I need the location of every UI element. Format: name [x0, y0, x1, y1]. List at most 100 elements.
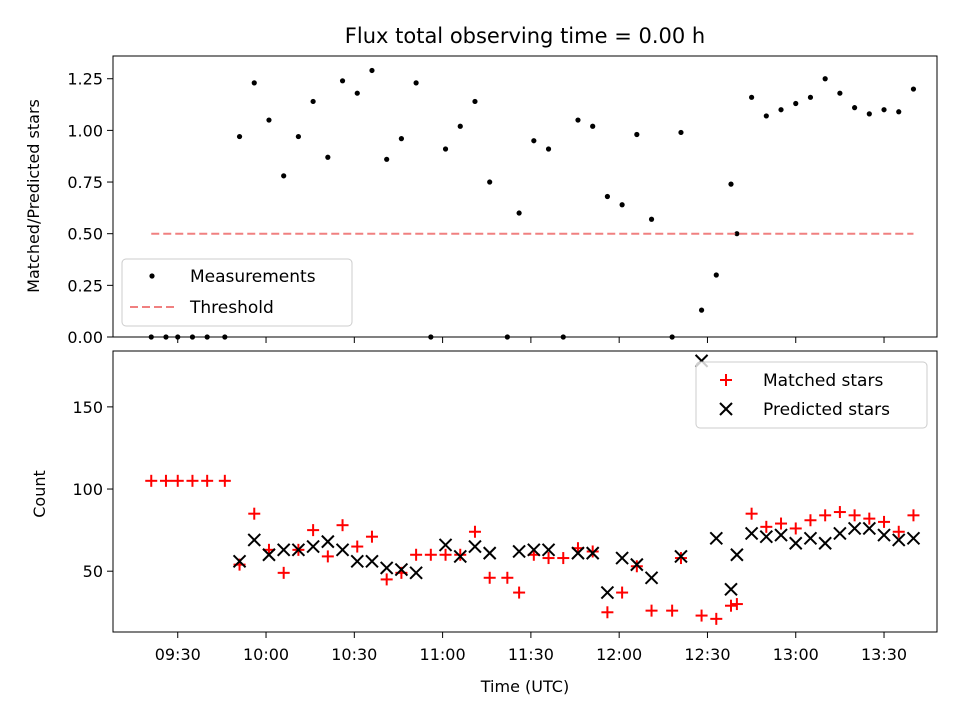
measurement-point: [281, 173, 287, 179]
legend-matched-label: Matched stars: [763, 371, 883, 391]
bottom-y-axis-label: Count: [30, 470, 49, 518]
top-legend: Measurements Threshold: [121, 258, 353, 327]
matched-star-point: [695, 609, 708, 622]
measurement-point: [822, 76, 828, 82]
predicted-star-point: [759, 529, 774, 544]
measurement-point: [472, 98, 478, 105]
predicted-star-point: [585, 546, 600, 560]
x-tick-label: 13:30: [861, 645, 907, 664]
matched-star-point: [789, 522, 802, 535]
measurement-point: [266, 117, 272, 123]
predicted-star-point: [232, 554, 247, 569]
measurement-point: [251, 80, 257, 86]
y-tick-label: 0.75: [67, 173, 103, 192]
matched-star-point: [171, 474, 184, 487]
measurement-point: [354, 90, 360, 96]
measurement-point: [516, 210, 522, 216]
bottom-legend-box: [695, 361, 928, 429]
matched-star-point: [848, 509, 861, 522]
predicted-star-point: [276, 543, 291, 557]
matched-star-point: [586, 545, 599, 558]
measurement-point: [634, 131, 640, 138]
bottom-plot-frame: [112, 350, 938, 633]
measurement-point: [619, 202, 625, 208]
measurement-point: [575, 117, 581, 123]
matched-star-point: [674, 552, 687, 565]
x-tick-label: 13:00: [773, 645, 819, 664]
predicted-star-point: [724, 582, 738, 596]
matched-star-point: [616, 586, 629, 599]
predicted-star-point: [335, 543, 350, 557]
measurement-point: [648, 216, 655, 222]
predicted-star-point: [818, 536, 832, 550]
predicted-star-point: [906, 531, 921, 546]
legend-threshold-label: Threshold: [189, 298, 274, 318]
matched-star-point: [321, 550, 334, 563]
chart-title: Flux total observing time = 0.00 h: [345, 24, 705, 48]
predicted-star-point: [262, 548, 276, 562]
predicted-star-point: [803, 531, 818, 546]
matched-star-point: [218, 474, 231, 487]
predicted-star-point: [482, 546, 497, 560]
x-tick-label: 11:00: [420, 645, 466, 664]
matched-star-point: [336, 519, 349, 532]
matched-star-point: [468, 525, 481, 538]
measurement-point: [531, 138, 537, 144]
legend-measurements-marker: [149, 273, 155, 279]
predicted-star-point: [862, 521, 877, 536]
matched-star-point: [483, 571, 496, 584]
predicted-star-point: [321, 534, 335, 549]
measurement-point: [866, 111, 872, 117]
y-tick-label: 50: [83, 562, 103, 581]
matched-star-point: [730, 598, 743, 611]
predicted-star-point: [365, 554, 379, 569]
y-tick-label: 0.25: [67, 276, 103, 295]
measurement-point: [793, 100, 799, 107]
measurement-point: [339, 78, 346, 84]
matched-star-point: [710, 612, 723, 625]
predicted-star-point: [774, 528, 788, 542]
predicted-star-point: [674, 549, 688, 564]
measurement-point: [881, 107, 887, 113]
predicted-star-point: [892, 533, 906, 547]
top-y-axis-label: Matched/Predicted stars: [24, 99, 43, 293]
legend-matched-marker: [720, 374, 732, 386]
matched-star-point: [307, 524, 320, 537]
x-tick-label: 11:30: [508, 645, 554, 664]
predicted-star-point: [615, 551, 629, 565]
matched-star-point: [863, 512, 876, 525]
measurement-point: [295, 133, 301, 140]
measurement-point: [604, 193, 611, 200]
predicted-star-point: [744, 526, 759, 541]
matched-star-point: [159, 474, 172, 487]
predicted-star-point: [571, 546, 585, 560]
measurement-point: [413, 80, 419, 86]
measurement-point: [852, 105, 858, 111]
measurement-point: [384, 156, 390, 162]
measurement-point: [369, 67, 375, 74]
predicted-star-point: [600, 585, 615, 600]
legend-measurements-label: Measurements: [190, 267, 316, 287]
predicted-star-point: [350, 554, 364, 569]
y-tick-label: 1.00: [67, 121, 103, 140]
matched-star-point: [601, 606, 614, 619]
predicted-star-point: [527, 543, 541, 557]
measurement-point: [910, 86, 917, 92]
predicted-star-point: [453, 549, 467, 564]
matched-star-point: [760, 520, 773, 533]
matched-star-point: [201, 474, 214, 487]
ratio-panel: Flux total observing time = 0.00 h Match…: [24, 24, 938, 347]
legend-predicted-marker: [719, 402, 733, 416]
top-axis-ticks: 0.00 0.25 0.50 0.75 1.00 1.25: [67, 70, 885, 347]
matched-star-point: [907, 509, 920, 522]
measurement-point: [442, 146, 449, 152]
predicted-star-point: [409, 566, 423, 580]
measurement-point: [545, 146, 552, 152]
matched-star-point: [819, 509, 832, 522]
matched-star-point: [557, 552, 570, 565]
y-tick-label: 0.00: [67, 328, 103, 347]
predicted-star-point: [644, 571, 659, 585]
matched-star-point: [745, 507, 758, 520]
